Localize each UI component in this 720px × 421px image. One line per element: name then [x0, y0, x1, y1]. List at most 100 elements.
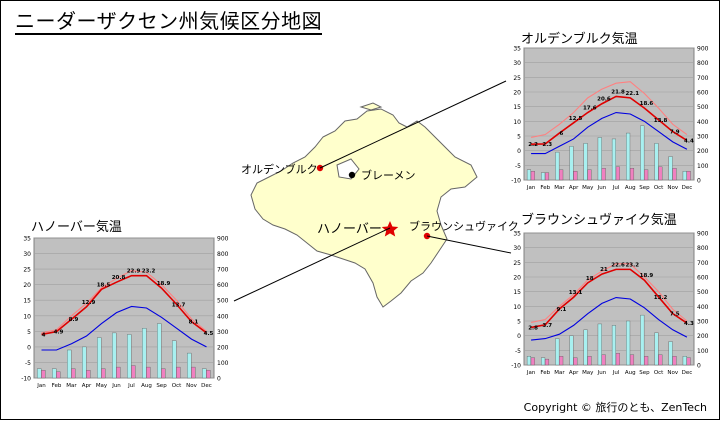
- x-tick-label: Jan: [526, 185, 536, 191]
- precip-bar-precip-a: [127, 334, 132, 379]
- y-left-tick-label: -5: [515, 348, 521, 355]
- x-tick-label: Mar: [66, 383, 77, 389]
- y-right-tick-label: 500: [697, 289, 709, 296]
- precip-bar-precip-a: [526, 169, 532, 181]
- precip-bar-precip-a: [640, 125, 645, 181]
- y-left-tick-label: 30: [513, 245, 521, 252]
- y-left-tick-label: 25: [513, 75, 521, 82]
- x-tick-label: Apr: [82, 383, 92, 389]
- data-label: 23.2: [142, 269, 156, 275]
- precip-bar-precip-a: [583, 329, 588, 366]
- data-label: 22.1: [625, 91, 639, 97]
- x-tick-label: Jul: [612, 185, 620, 191]
- y-right-tick-label: 600: [697, 275, 709, 282]
- precip-bar-precip-b: [601, 354, 606, 366]
- x-tick-label: Aug: [625, 370, 636, 376]
- page-title: ニーダーザクセン州気候区分地図: [15, 9, 323, 35]
- y-left-tick-label: 15: [23, 298, 31, 305]
- precip-bar-precip-a: [541, 357, 546, 366]
- y-left-tick-label: 0: [517, 148, 521, 155]
- city-label-braunschweig: ブラウンシュヴァイク: [409, 220, 519, 233]
- y-right-tick-label: 900: [217, 236, 229, 243]
- data-label: 18: [586, 276, 594, 282]
- data-label: 22.9: [127, 269, 141, 275]
- precip-bar-precip-a: [37, 368, 42, 379]
- data-label: 8.1: [189, 320, 199, 326]
- y-left-tick-label: 5: [27, 329, 31, 336]
- precip-bar-precip-a: [97, 337, 102, 379]
- precip-bar-precip-a: [142, 328, 147, 379]
- y-right-tick-label: 100: [697, 163, 709, 170]
- y-right-tick-label: 600: [217, 282, 229, 289]
- data-label: 6: [560, 131, 564, 137]
- precip-bar-precip-b: [56, 371, 61, 379]
- y-right-tick-label: 800: [697, 245, 709, 252]
- y-right-tick-label: 0: [217, 376, 221, 383]
- data-label: 18.6: [640, 101, 654, 107]
- data-label: 13.8: [654, 118, 668, 124]
- precip-bar-precip-b: [206, 370, 211, 379]
- temp-line-avg: [531, 95, 688, 146]
- precip-bar-precip-b: [644, 355, 649, 366]
- precip-bar-precip-a: [187, 352, 192, 379]
- x-tick-label: Feb: [540, 185, 550, 191]
- x-tick-label: May: [96, 383, 108, 389]
- connector-hannover: [233, 227, 391, 302]
- data-label: 21.8: [611, 89, 625, 95]
- chart-title-braunschweig: ブラウンシュヴァイク気温: [521, 213, 677, 228]
- precip-bar-precip-b: [658, 166, 663, 181]
- y-right-tick-label: 700: [697, 75, 709, 82]
- x-tick-label: Dec: [682, 370, 693, 376]
- x-tick-label: Jun: [597, 370, 607, 376]
- temp-line-avg: [41, 274, 207, 336]
- precip-bar-precip-b: [686, 170, 691, 181]
- y-left-tick-label: 20: [513, 275, 521, 282]
- y-left-tick-label: 25: [23, 267, 31, 274]
- x-tick-label: May: [582, 370, 594, 376]
- precip-bar-precip-b: [573, 357, 578, 366]
- y-right-tick-label: 0: [697, 178, 701, 185]
- y-left-tick-label: 25: [513, 260, 521, 267]
- precip-bar-precip-a: [611, 138, 617, 181]
- y-left-tick-label: -10: [21, 376, 31, 383]
- precip-bar-precip-b: [71, 368, 76, 379]
- y-left-tick-label: -5: [25, 360, 31, 367]
- precip-bar-precip-b: [573, 170, 578, 181]
- precip-bar-precip-b: [658, 354, 663, 366]
- temp-line-max: [41, 270, 207, 334]
- x-tick-label: Apr: [569, 370, 579, 376]
- temp-line-max: [530, 81, 688, 139]
- data-label: 4.4: [684, 138, 694, 144]
- data-label: 2.2: [528, 142, 538, 148]
- y-left-tick-label: 30: [23, 251, 31, 258]
- precip-bar-precip-a: [569, 146, 574, 181]
- y-left-tick-label: -10: [511, 178, 521, 185]
- data-label: 17.6: [583, 106, 597, 112]
- data-label: 8.9: [69, 317, 79, 323]
- x-tick-label: Aug: [141, 383, 152, 389]
- y-left-tick-label: -10: [511, 363, 521, 370]
- precip-bar-precip-a: [82, 346, 87, 379]
- precip-bar-precip-b: [615, 166, 620, 181]
- precip-bar-precip-b: [559, 355, 564, 366]
- data-label: 4.9: [54, 330, 64, 336]
- temp-line-min: [531, 296, 688, 341]
- data-label: 21: [600, 267, 608, 273]
- plot-area: [523, 47, 695, 181]
- precip-bar-precip-a: [626, 132, 631, 181]
- plot-area: [523, 232, 695, 366]
- x-tick-label: Mar: [554, 370, 565, 376]
- precip-bar-precip-a: [626, 320, 631, 366]
- y-right-tick-label: 300: [217, 329, 229, 336]
- y-right-tick-label: 100: [697, 348, 709, 355]
- precip-bar-precip-b: [191, 366, 196, 379]
- y-left-tick-label: 15: [513, 104, 521, 111]
- data-label: 22.6: [611, 262, 625, 268]
- x-tick-label: May: [582, 185, 594, 191]
- temp-line-max: [530, 263, 688, 324]
- x-tick-label: Jan: [36, 383, 46, 389]
- data-label: 2.3: [542, 142, 552, 148]
- y-left-tick-label: 20: [23, 282, 31, 289]
